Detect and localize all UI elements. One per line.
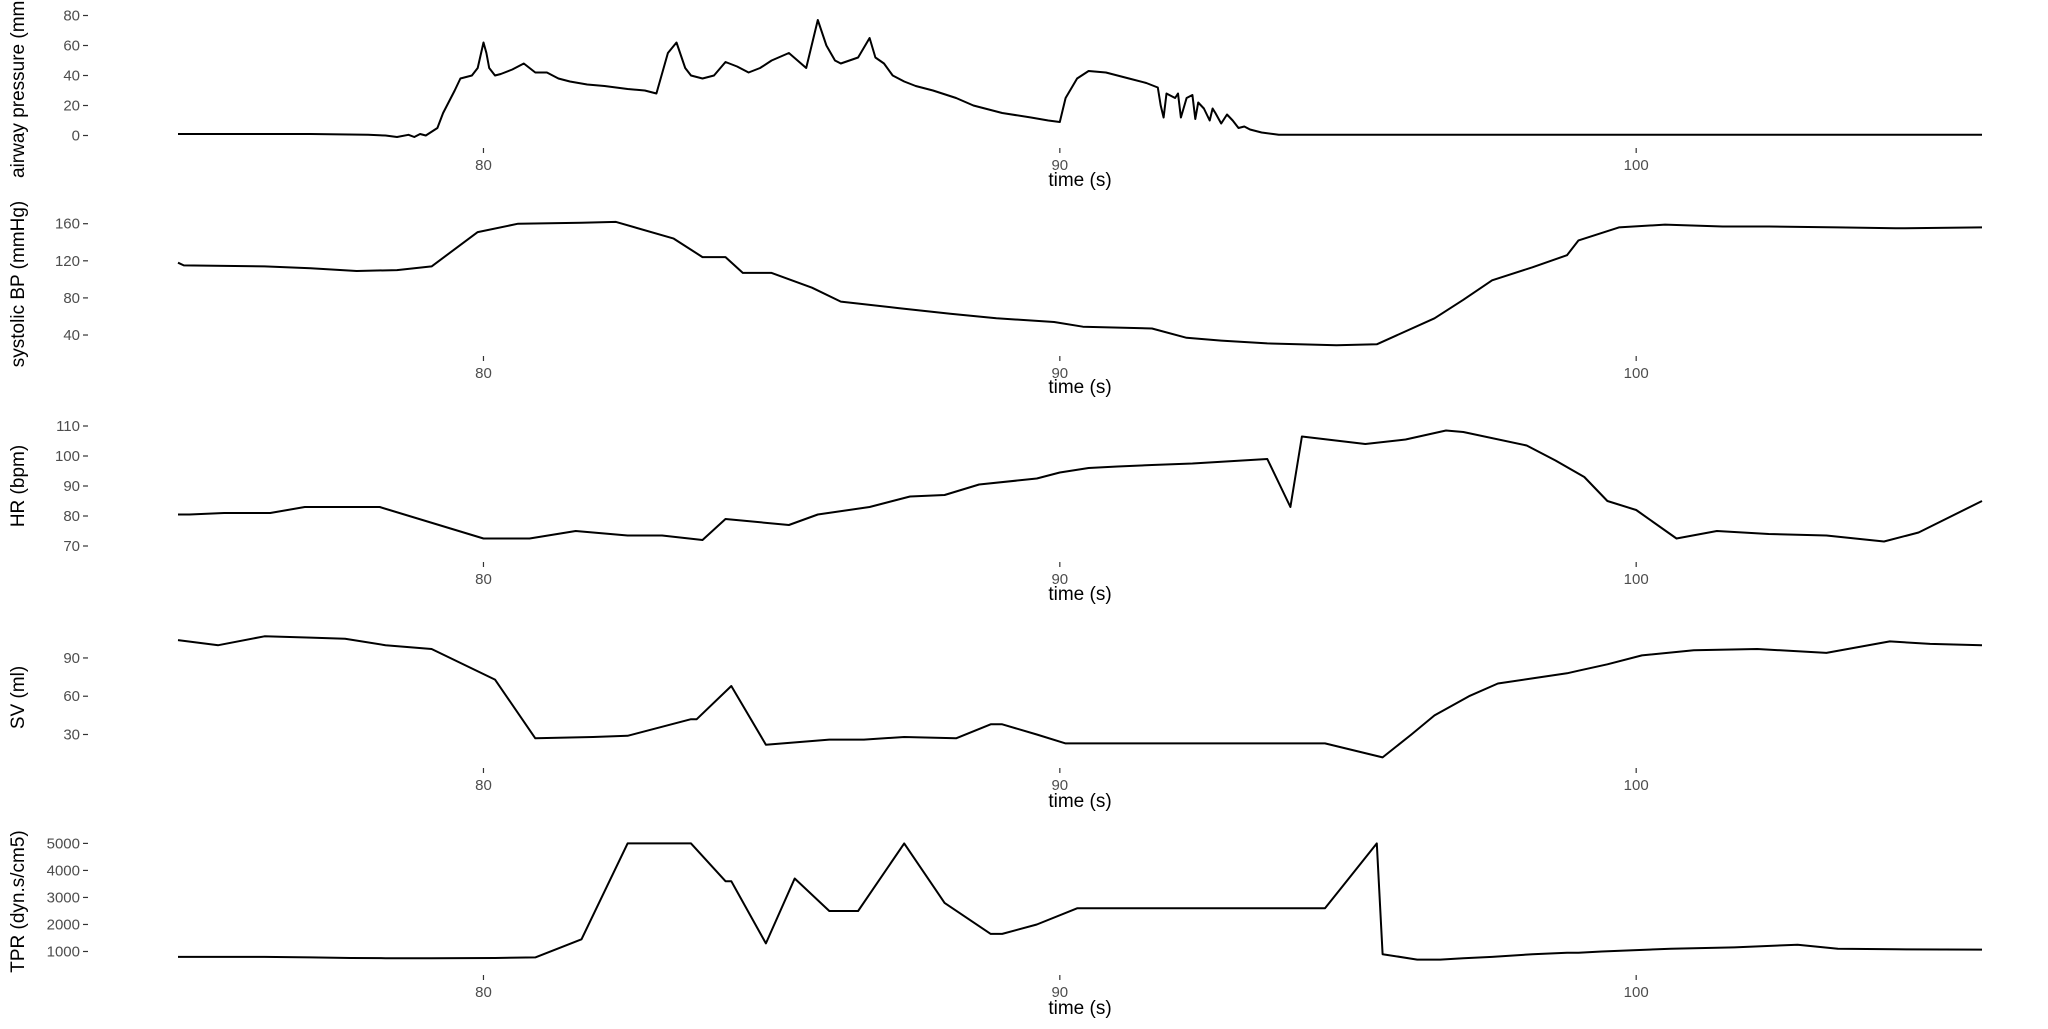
series-line-1 (178, 19, 1982, 138)
y-axis-title: SV (ml) (8, 666, 29, 729)
y-tick-label: 120 (55, 253, 80, 270)
x-tick-label: 80 (475, 571, 492, 588)
x-tick-label: 90 (1051, 984, 1068, 1001)
x-axis-title: time (s) (1048, 584, 1111, 605)
y-tick-label: 60 (63, 38, 80, 55)
y-tick-label: 90 (63, 650, 80, 667)
y-tick-label: 100 (55, 448, 80, 465)
chart-panel-2: systolic BP (mmHg) 40 80 120 160 80 90 100 time … (8, 201, 1983, 398)
series-line-1 (178, 842, 1983, 961)
x-tick-label: 80 (475, 365, 492, 382)
y-axis-title: systolic BP (mmHg) (8, 201, 29, 367)
x-tick-label: 90 (1051, 157, 1068, 174)
x-tick-label: 100 (1624, 157, 1649, 174)
y-tick-label: 3000 (47, 889, 80, 906)
y-tick-label: 20 (63, 98, 80, 115)
y-tick-label: 80 (63, 508, 80, 525)
x-tick-label: 80 (475, 984, 492, 1001)
x-axis-title: time (s) (1048, 170, 1111, 191)
x-tick-label: 80 (475, 157, 492, 174)
y-tick-label: 80 (63, 8, 80, 25)
chart-panel-1: airway pressure (mmHg) 0 20 40 60 80 80 90 100 ti… (8, 0, 1982, 191)
series-line-1 (177, 220, 1983, 347)
y-axis-title: HR (bpm) (8, 445, 29, 527)
y-tick-label: 40 (63, 327, 80, 344)
chart-panel-5: TPR (dyn.s/cm5) 1000 2000 3000 4000 5000 80 90 1… (8, 830, 1983, 1019)
y-tick-label: 2000 (47, 916, 80, 933)
y-axis-title: airway pressure (mmHg) (8, 0, 29, 178)
x-axis-title: time (s) (1048, 998, 1111, 1019)
y-tick-label: 5000 (47, 835, 80, 852)
y-tick-label: 40 (63, 68, 80, 85)
series-line-1 (178, 429, 1983, 543)
series-line-1 (177, 635, 1983, 759)
y-axis-title: TPR (dyn.s/cm5) (8, 830, 29, 973)
y-tick-label: 80 (63, 290, 80, 307)
y-tick-label: 0 (72, 128, 80, 145)
y-tick-label: 4000 (47, 862, 80, 879)
y-tick-label: 60 (63, 688, 80, 705)
x-tick-label: 100 (1624, 571, 1649, 588)
x-tick-label: 100 (1624, 777, 1649, 794)
y-tick-label: 30 (63, 726, 80, 743)
y-tick-label: 70 (63, 538, 80, 555)
x-tick-label: 90 (1051, 571, 1068, 588)
x-tick-label: 80 (475, 777, 492, 794)
y-tick-label: 160 (55, 216, 80, 233)
y-tick-label: 1000 (47, 943, 80, 960)
y-tick-label: 90 (63, 478, 80, 495)
chart-panel-4: SV (ml) 30 60 90 80 90 100 time (s) (8, 635, 1983, 812)
x-tick-label: 100 (1624, 984, 1649, 1001)
chart-panel-3: HR (bpm) 70 80 90 100 110 80 90 100 time (s) (8, 418, 1983, 605)
x-axis-title: time (s) (1048, 791, 1111, 812)
x-tick-label: 90 (1051, 365, 1068, 382)
x-tick-label: 100 (1624, 365, 1649, 382)
x-tick-label: 90 (1051, 777, 1068, 794)
x-axis-title: time (s) (1048, 377, 1111, 398)
y-tick-label: 110 (56, 418, 80, 435)
